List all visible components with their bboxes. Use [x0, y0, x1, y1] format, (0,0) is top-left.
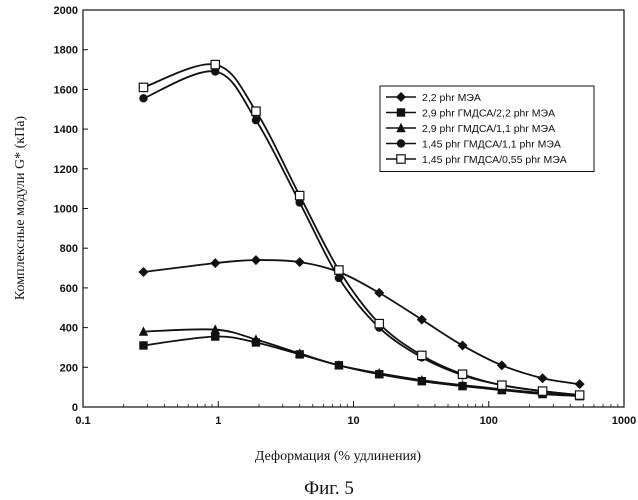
x-tick-label: 10	[347, 415, 359, 427]
y-tick-label: 1800	[54, 45, 78, 57]
data-point	[458, 370, 466, 378]
x-tick-label: 100	[480, 415, 498, 427]
series-line	[143, 329, 579, 396]
y-tick-label: 800	[60, 243, 78, 255]
y-tick-label: 200	[60, 362, 78, 374]
data-point	[139, 83, 147, 91]
data-point	[375, 319, 383, 327]
data-point	[139, 341, 147, 349]
legend-label: 1,45 phr ГМДСА/1,1 phr МЭА	[422, 139, 561, 151]
y-tick-label: 1000	[54, 204, 78, 216]
data-point	[295, 191, 303, 199]
y-tick-label: 400	[60, 323, 78, 335]
data-point	[138, 267, 148, 277]
legend-label: 2,2 phr МЭА	[422, 92, 481, 104]
x-axis-label: Деформация (% удлинения)	[255, 449, 422, 464]
data-point	[498, 381, 506, 389]
series-line	[143, 260, 579, 384]
legend-label: 2,9 phr ГМДСА/1,1 phr МЭА	[422, 123, 555, 135]
x-tick-label: 0.1	[75, 415, 90, 427]
data-point	[374, 288, 384, 298]
data-point	[458, 340, 468, 350]
plot-frame	[83, 10, 624, 407]
series-1	[138, 255, 584, 389]
data-point	[335, 266, 343, 274]
legend-marker	[397, 108, 405, 116]
x-tick-label: 1000	[612, 415, 636, 427]
data-point	[575, 379, 585, 389]
data-point	[252, 107, 260, 115]
series-3	[139, 324, 585, 400]
legend-label: 1,45 phr ГМДСА/0,55 phr МЭА	[422, 154, 567, 166]
y-tick-label: 2000	[54, 5, 78, 17]
data-point	[417, 315, 427, 325]
legend-marker	[397, 139, 405, 147]
y-axis-label: Комплексные модули G* (кПа)	[13, 116, 28, 301]
data-point	[418, 351, 426, 359]
legend-label: 2,9 phr ГМДСА/2,2 phr МЭА	[422, 108, 555, 120]
axes: 0 200 400 600 800 1000 1200 1400 1600 1800 2000 0.1…	[54, 5, 637, 427]
y-tick-label: 0	[72, 402, 78, 414]
x-tick-label: 1	[215, 415, 221, 427]
y-tick-label: 1400	[54, 124, 78, 136]
data-point	[210, 258, 220, 268]
data-point	[251, 255, 261, 265]
y-tick-label: 600	[60, 283, 78, 295]
data-point	[538, 373, 548, 383]
data-point	[538, 387, 546, 395]
y-tick-label: 1600	[54, 84, 78, 96]
legend-marker	[397, 155, 405, 163]
figure-caption: Фиг. 5	[304, 478, 354, 499]
data-point	[295, 257, 305, 267]
y-tick-label: 1200	[54, 164, 78, 176]
chart: 0 200 400 600 800 1000 1200 1400 1600 1800 2000 0.1…	[0, 0, 638, 500]
legend: 2,2 phr МЭА 2,9 phr ГМДСА/2,2 phr МЭА 2,9 …	[380, 86, 594, 172]
data-point	[575, 391, 583, 399]
data-point	[497, 360, 507, 370]
data-point	[139, 94, 147, 102]
data-point	[211, 60, 219, 68]
